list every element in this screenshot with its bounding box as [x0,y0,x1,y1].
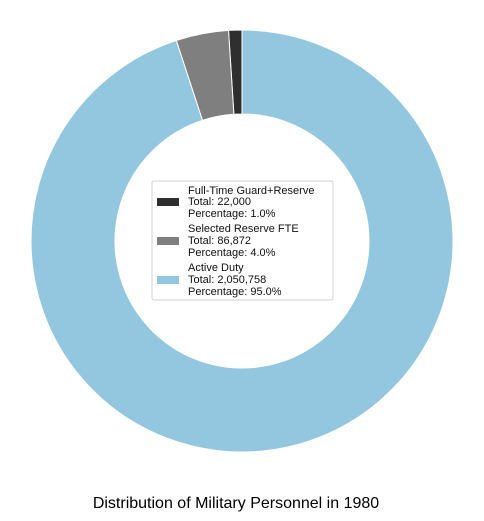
legend-percentage-active-duty: Percentage: 95.0% [188,286,282,298]
legend-swatch-active-duty [157,276,179,284]
legend-label-full-time-guard-reserve: Full-Time Guard+Reserve [188,185,314,197]
legend-label-selected-reserve-fte: Selected Reserve FTE [188,223,299,235]
legend-swatch-full-time-guard-reserve [157,198,179,206]
legend: Full-Time Guard+Reserve Total: 22,000 Pe… [151,180,334,301]
slices-layer [30,29,454,453]
legend-swatch-selected-reserve-fte [157,237,179,245]
legend-box [151,180,334,301]
legend-total-active-duty: Total: 2,050,758 [188,274,266,286]
donut-slice-active-duty [30,29,454,453]
chart-title: Distribution of Military Personnel in 19… [93,495,379,512]
legend-total-selected-reserve-fte: Total: 86,872 [188,235,251,247]
legend-percentage-full-time-guard-reserve: Percentage: 1.0% [188,208,276,220]
legend-label-active-duty: Active Duty [188,262,244,274]
legend-total-full-time-guard-reserve: Total: 22,000 [188,196,251,208]
legend-percentage-selected-reserve-fte: Percentage: 4.0% [188,247,276,259]
